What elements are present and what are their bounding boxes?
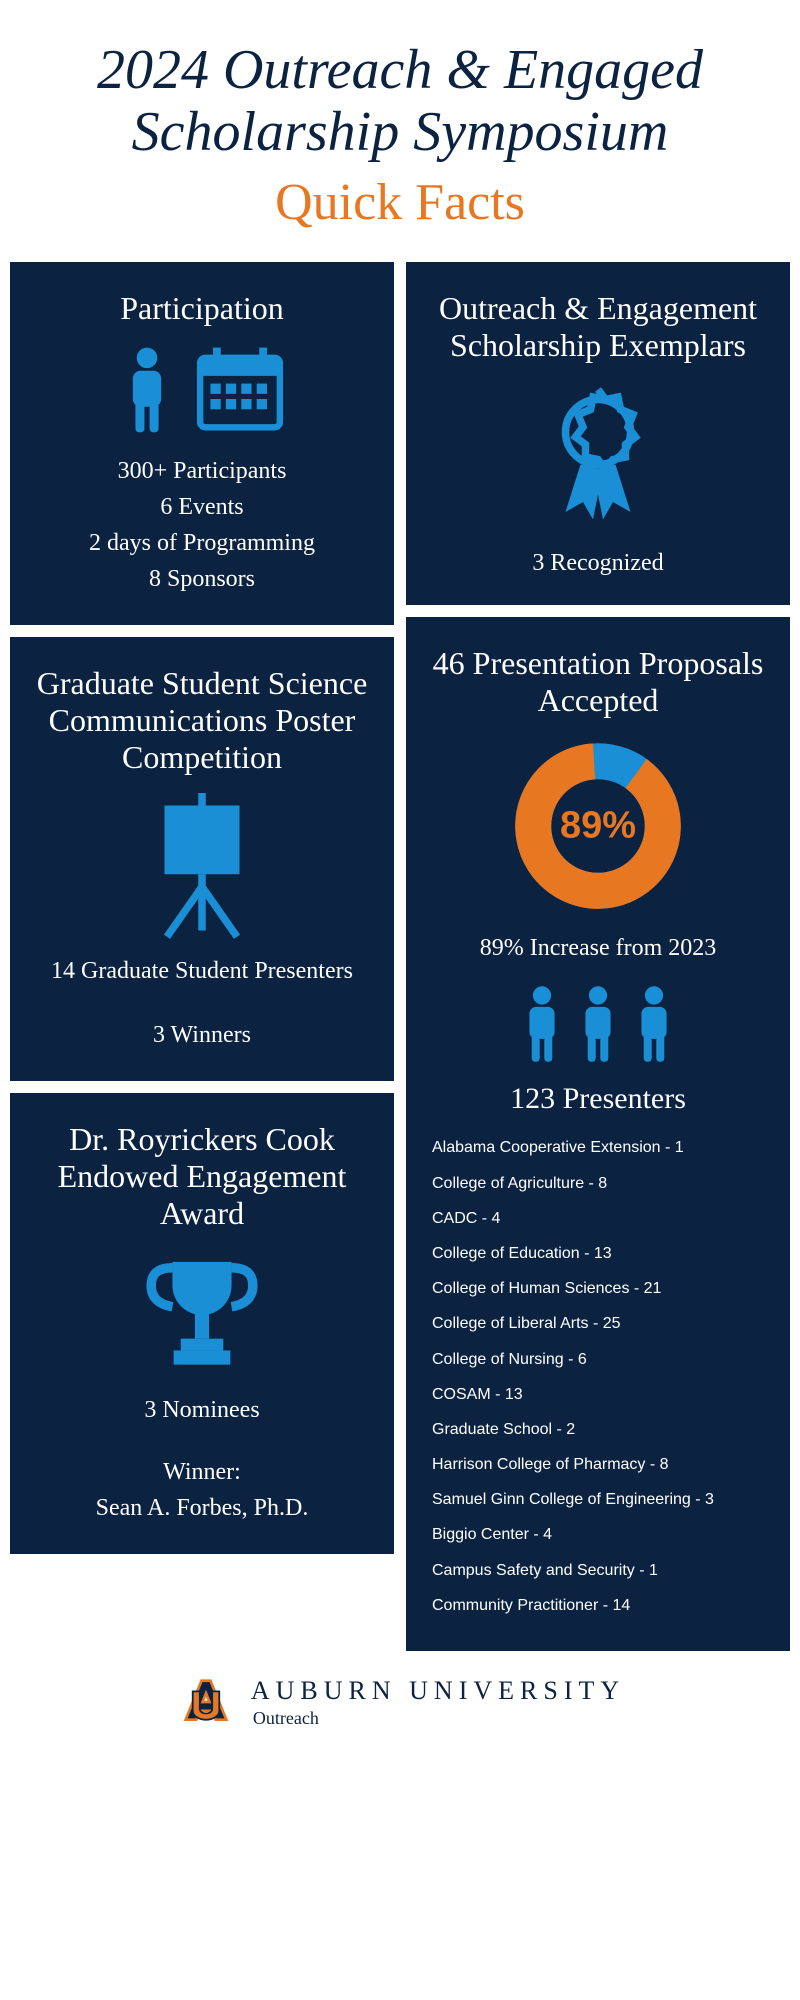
ribbon-icon: [533, 382, 663, 532]
breakdown-item: Community Practitioner - 14: [432, 1588, 764, 1623]
poster-title: Graduate Student Science Communications …: [30, 665, 374, 775]
university-dept: Outreach: [253, 1708, 625, 1729]
header: 2024 Outreach & Engaged Scholarship Symp…: [0, 0, 800, 262]
poster-presenters: 14 Graduate Student Presenters: [30, 953, 374, 989]
au-logo-icon: [175, 1675, 237, 1729]
award-winner-label: Winner:: [30, 1454, 374, 1490]
easel-icon: [137, 793, 267, 943]
award-winner-name: Sean A. Forbes, Ph.D.: [30, 1490, 374, 1526]
donut-percent: 89%: [560, 805, 636, 848]
stat-line: 300+ Participants: [30, 453, 374, 489]
poster-card: Graduate Student Science Communications …: [10, 637, 394, 1081]
stat-line: 8 Sponsors: [30, 561, 374, 597]
breakdown-item: College of Agriculture - 8: [432, 1166, 764, 1201]
donut-chart: 89%: [508, 736, 688, 916]
exemplars-card: Outreach & Engagement Scholarship Exempl…: [406, 262, 790, 605]
breakdown-item: College of Human Sciences - 21: [432, 1271, 764, 1306]
award-nominees: 3 Nominees: [30, 1392, 374, 1428]
breakdown-item: Biggio Center - 4: [432, 1517, 764, 1552]
title-line2: Scholarship Symposium: [30, 102, 770, 164]
trophy-icon: [142, 1250, 262, 1380]
breakdown-item: CADC - 4: [432, 1201, 764, 1236]
stat-line: 6 Events: [30, 489, 374, 525]
breakdown-item: Alabama Cooperative Extension - 1: [432, 1130, 764, 1165]
participation-card: Participation: [10, 262, 394, 625]
title-line1: 2024 Outreach & Engaged: [30, 40, 770, 102]
breakdown-item: Samuel Ginn College of Engineering - 3: [432, 1482, 764, 1517]
subtitle: Quick Facts: [30, 173, 770, 232]
person-icon: [574, 984, 622, 1064]
poster-winners: 3 Winners: [30, 1017, 374, 1053]
participation-title: Participation: [30, 290, 374, 327]
increase-text: 89% Increase from 2023: [426, 930, 770, 966]
person-icon: [119, 345, 175, 435]
university-name: AUBURN UNIVERSITY: [251, 1676, 625, 1706]
exemplars-title: Outreach & Engagement Scholarship Exempl…: [426, 290, 770, 364]
breakdown-item: Harrison College of Pharmacy - 8: [432, 1447, 764, 1482]
person-icon: [518, 984, 566, 1064]
person-icon: [630, 984, 678, 1064]
calendar-icon: [195, 345, 285, 435]
footer: AUBURN UNIVERSITY Outreach: [0, 1651, 800, 1770]
proposals-card: 46 Presentation Proposals Accepted 89% 8…: [406, 617, 790, 1651]
breakdown-item: Graduate School - 2: [432, 1412, 764, 1447]
stat-line: 2 days of Programming: [30, 525, 374, 561]
participation-stats: 300+ Participants 6 Events 2 days of Pro…: [30, 453, 374, 597]
award-card: Dr. Royrickers Cook Endowed Engagement A…: [10, 1093, 394, 1553]
proposals-title: 46 Presentation Proposals Accepted: [426, 645, 770, 719]
presenters-count: 123 Presenters: [426, 1082, 770, 1116]
award-title: Dr. Royrickers Cook Endowed Engagement A…: [30, 1121, 374, 1231]
content-grid: Participation: [0, 262, 800, 1651]
breakdown-item: COSAM - 13: [432, 1377, 764, 1412]
breakdown-item: College of Education - 13: [432, 1236, 764, 1271]
exemplars-stat: 3 Recognized: [426, 550, 770, 577]
breakdown-item: Campus Safety and Security - 1: [432, 1553, 764, 1588]
breakdown-list: Alabama Cooperative Extension - 1 Colleg…: [426, 1130, 770, 1623]
breakdown-item: College of Liberal Arts - 25: [432, 1306, 764, 1341]
breakdown-item: College of Nursing - 6: [432, 1342, 764, 1377]
